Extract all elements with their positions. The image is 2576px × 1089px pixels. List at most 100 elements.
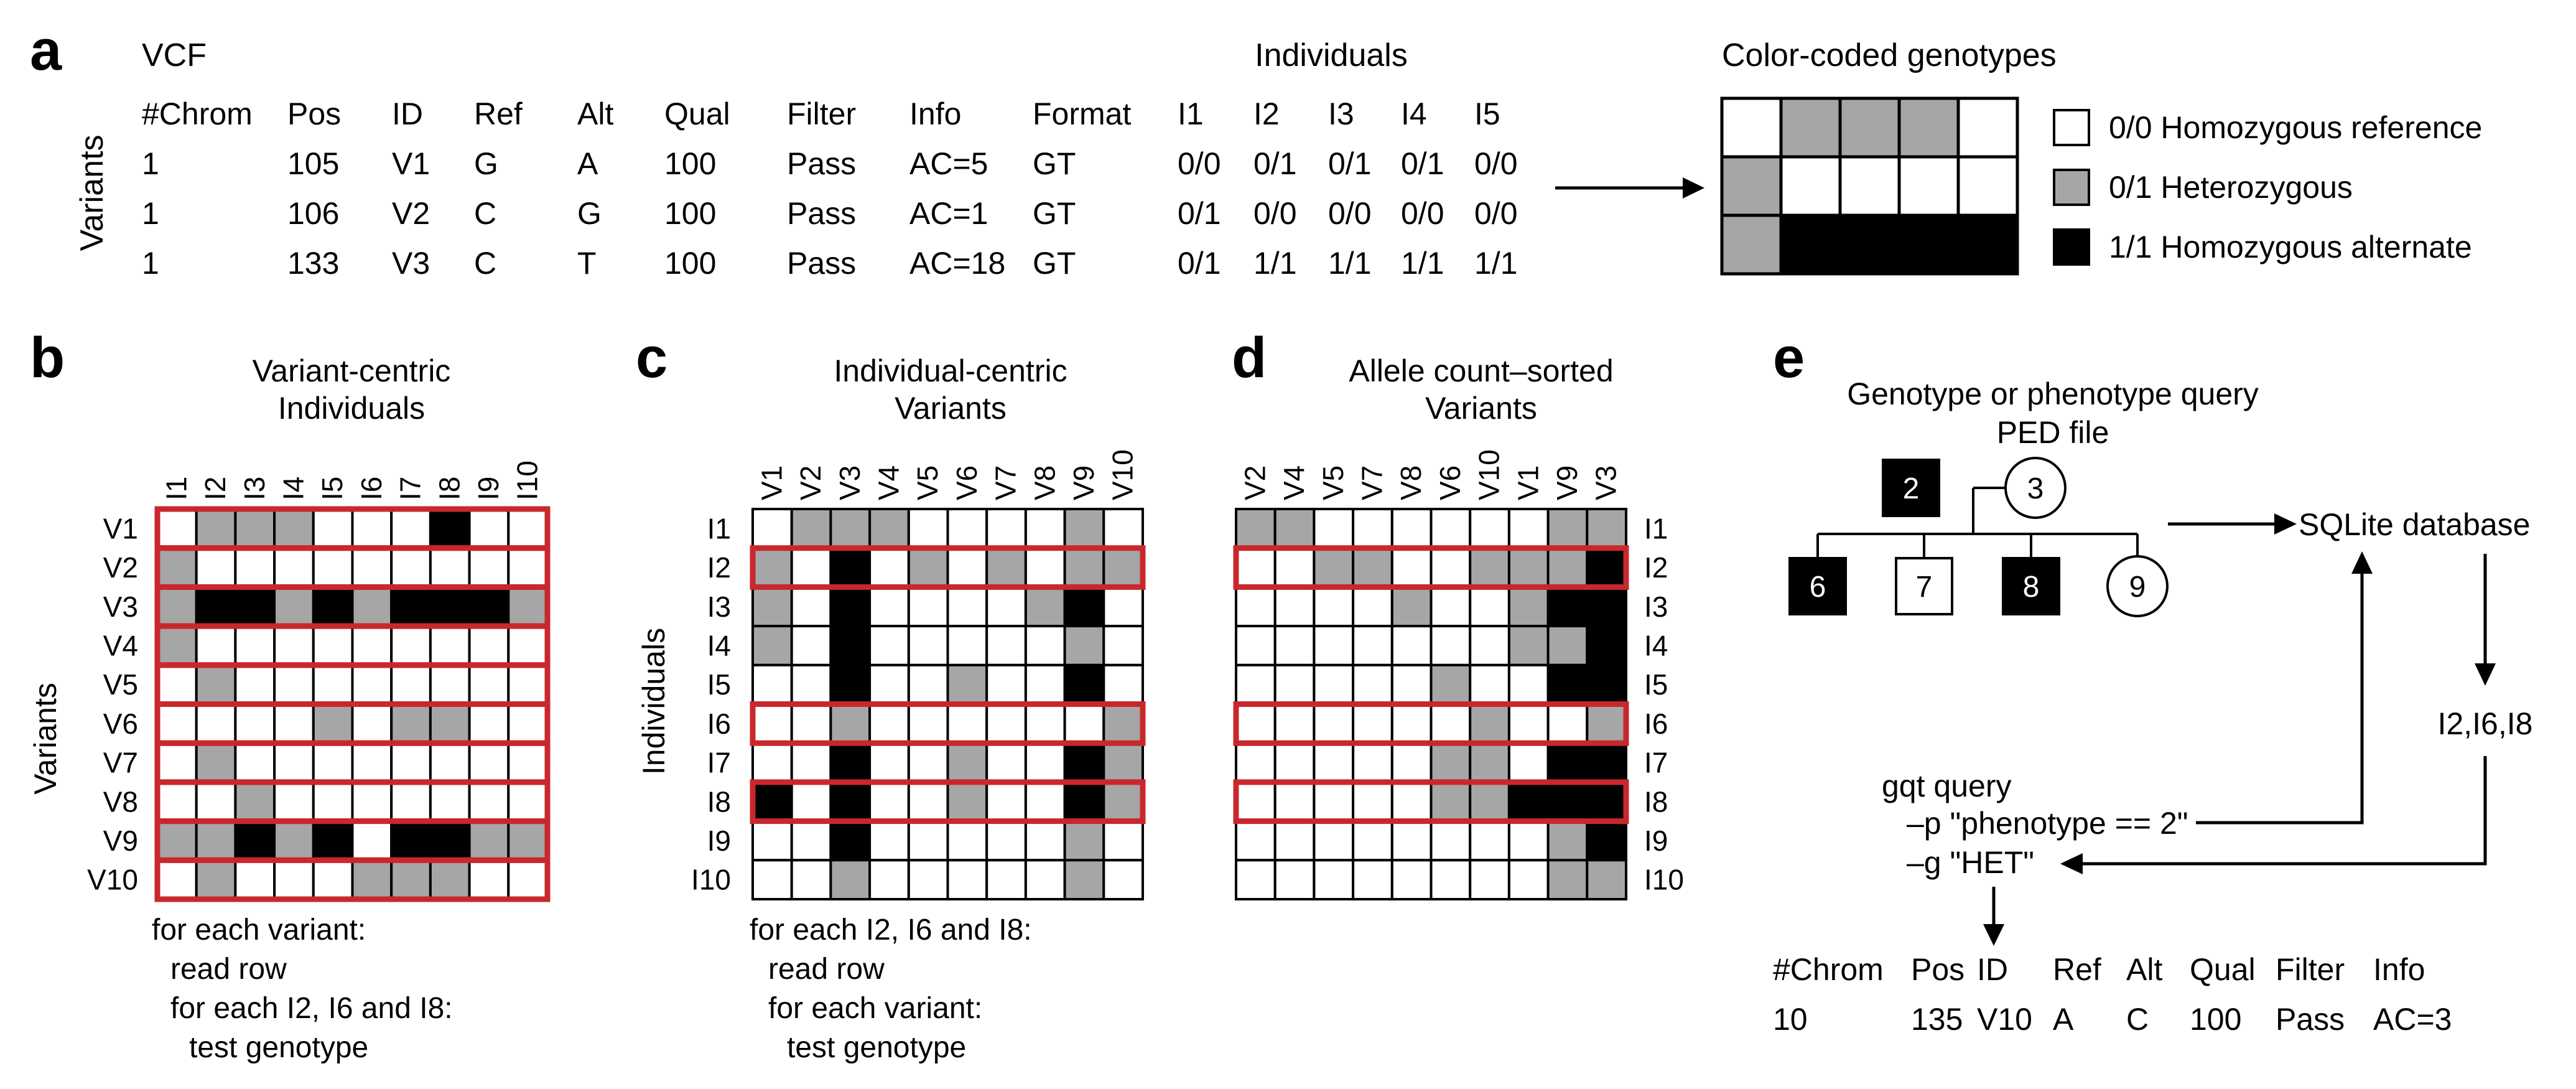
cmd-down-arrowhead xyxy=(1983,924,2004,946)
panel-d-title: Allele count–sorted xyxy=(1349,353,1613,388)
genotype-cell xyxy=(1313,820,1355,862)
ped-file-label: PED file xyxy=(1997,415,2109,450)
genotype-cell xyxy=(1313,586,1355,628)
genotype-cell xyxy=(507,508,549,549)
genotype-cell xyxy=(1273,859,1316,901)
child-6-affected-square xyxy=(1788,557,1847,615)
column-label: V2 xyxy=(1239,465,1271,500)
legend-swatch xyxy=(2053,109,2090,146)
row-label: I7 xyxy=(707,747,731,779)
genotype-cell xyxy=(829,663,872,706)
result-ids: I2,I6,I8 xyxy=(2438,706,2533,741)
genotype-cell xyxy=(1430,742,1472,783)
genotype-cell xyxy=(829,586,872,628)
genotype-cell xyxy=(946,820,988,862)
column-label: I3 xyxy=(238,477,271,500)
genotype-cell xyxy=(1507,625,1550,666)
genotype-cell xyxy=(1586,508,1628,549)
mother-circle xyxy=(2004,457,2067,519)
genotype-cell xyxy=(468,703,510,745)
genotype-cell xyxy=(868,820,910,862)
genotype-cell xyxy=(1235,742,1276,783)
row-label: V9 xyxy=(103,825,138,857)
vcf-cell: 1/1 xyxy=(1328,246,1372,281)
vcf-cell: 105 xyxy=(287,146,339,181)
genotype-cell xyxy=(907,586,949,628)
genotype-cell xyxy=(1313,508,1355,549)
genotype-cell xyxy=(790,546,832,589)
column-label: V1 xyxy=(1512,465,1544,500)
genotype-cell xyxy=(751,663,793,706)
genotype-cell xyxy=(1063,742,1105,783)
color-coded-title: Color-coded genotypes xyxy=(1722,37,2057,73)
genotype-cell xyxy=(1024,859,1066,901)
ped-to-db-arrowhead xyxy=(2274,513,2297,535)
genotype-cell xyxy=(1507,663,1550,706)
genotype-cell xyxy=(1507,780,1550,823)
genotype-cell xyxy=(946,625,988,666)
output-header-cell: #Chrom xyxy=(1773,952,1884,987)
genotype-cell xyxy=(1469,625,1510,666)
genotype-cell xyxy=(1352,586,1393,628)
genotype-cell xyxy=(1063,625,1105,666)
genotype-cell xyxy=(195,820,237,862)
legend-label: 1/1 Homozygous alternate xyxy=(2109,230,2472,264)
pseudo-b-2: read row xyxy=(170,953,287,986)
genotype-cell xyxy=(390,508,432,549)
highlight-row xyxy=(750,779,1146,825)
genotype-cell xyxy=(1507,742,1550,783)
panel-c-title: Individual-centric xyxy=(834,353,1067,388)
genotype-cell xyxy=(1063,663,1105,706)
column-label: I2 xyxy=(199,477,231,500)
genotype-cell xyxy=(1586,663,1628,706)
cmd-line-3: –g "HET" xyxy=(1907,845,2034,880)
genotype-cell xyxy=(1235,546,1276,589)
column-label: V7 xyxy=(990,465,1022,500)
highlight-row xyxy=(1233,545,1629,590)
genotype-cell xyxy=(751,820,793,862)
genotype-cell xyxy=(1235,780,1276,823)
genotype-cell xyxy=(985,508,1027,549)
genotype-cell xyxy=(273,859,315,901)
genotype-cell xyxy=(907,625,949,666)
genotype-cell xyxy=(946,546,988,589)
genotype-cell xyxy=(1720,213,1783,276)
genotype-cell xyxy=(312,663,354,706)
genotype-cell xyxy=(273,703,315,745)
genotype-cell xyxy=(1273,742,1316,783)
vcf-cell: T xyxy=(577,246,597,281)
genotype-cell xyxy=(195,859,237,901)
genotype-cell xyxy=(1546,663,1589,706)
pedigree xyxy=(1816,487,2139,557)
genotype-cell xyxy=(907,780,949,823)
grid-d: V2 V4 V5 V7 V8 V6 V10 V1 V9 V3 I1 I2 I3 I4 I5 I6 I7 I8 I9 I… xyxy=(1233,449,1684,901)
father-id: 2 xyxy=(1903,472,1920,505)
vcf-cell: G xyxy=(474,146,498,181)
genotype-cell xyxy=(829,546,872,589)
output-cell: C xyxy=(2126,1002,2149,1037)
output-cell: Pass xyxy=(2276,1002,2345,1037)
highlight-row xyxy=(750,545,1146,590)
legend-swatch xyxy=(2053,169,2090,206)
genotype-cell xyxy=(1102,663,1145,706)
genotype-cell xyxy=(1235,820,1276,862)
arrow-head xyxy=(1683,177,1704,199)
genotype-cell xyxy=(1838,155,1901,217)
column-label: V3 xyxy=(1590,465,1622,500)
genotype-cell xyxy=(1430,663,1472,706)
highlight-row xyxy=(1233,779,1629,825)
genotype-cell xyxy=(1352,508,1393,549)
genotype-cell xyxy=(1063,820,1105,862)
column-label: I10 xyxy=(511,460,544,500)
vcf-header-cell: Pos xyxy=(287,96,341,131)
column-label: V5 xyxy=(911,465,944,500)
genotype-cell xyxy=(868,742,910,783)
genotype-cell xyxy=(1102,820,1145,862)
genotype-cell xyxy=(1352,625,1393,666)
output-header-cell: Filter xyxy=(2276,952,2345,987)
genotype-cell xyxy=(351,508,393,549)
vcf-cell: 100 xyxy=(664,196,716,231)
genotype-cell xyxy=(985,625,1027,666)
row-label: I10 xyxy=(1644,864,1684,896)
row-label: V3 xyxy=(103,591,138,623)
